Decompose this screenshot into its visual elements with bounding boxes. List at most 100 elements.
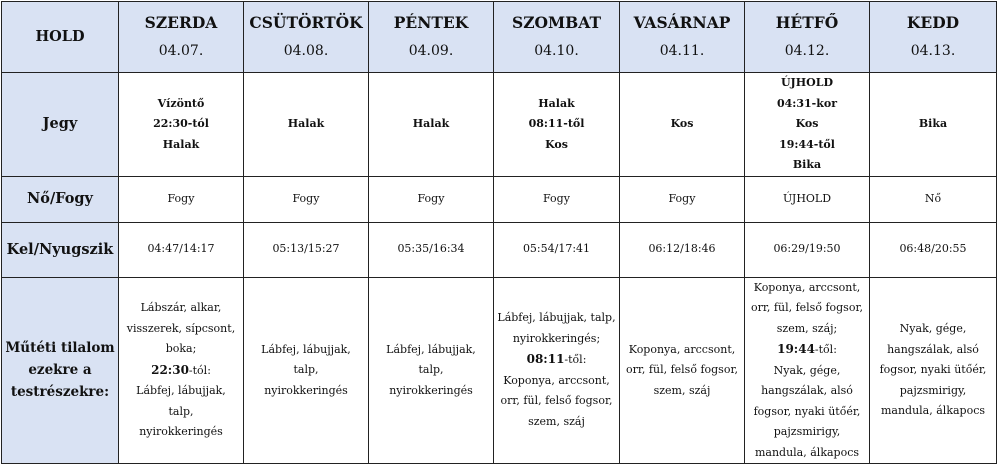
cell-line: mandula, álkapocs bbox=[748, 443, 866, 464]
cell-text: 04:47/14:17 bbox=[147, 242, 215, 256]
table-row: Jegy Vízöntő 22:30-tól Halak Halak Halak Halak… bbox=[1, 72, 997, 177]
cell-text: 05:54/17:41 bbox=[522, 242, 591, 256]
cell-line: Fogy bbox=[247, 189, 365, 210]
cell-text: mandula, álkapocs bbox=[754, 445, 860, 459]
day-name: SZOMBAT bbox=[512, 13, 601, 32]
row-label: Nő/Fogy bbox=[1, 175, 119, 223]
cell-text: ÚJHOLD bbox=[780, 76, 834, 89]
table-cell: Lábfej, lábujjak, talp, nyirokkeringés; 08… bbox=[493, 276, 620, 464]
table-cell: 05:35/16:34 bbox=[368, 221, 494, 278]
table-cell: Fogy bbox=[118, 175, 244, 223]
day-date: 04.10. bbox=[534, 43, 579, 59]
header-row: HOLD SZERDA 04.07. CSÜTÖRTÖK 04.08. PÉNTEK 04… bbox=[1, 1, 997, 73]
table-cell: Fogy bbox=[243, 175, 369, 223]
cell-line: 08:11-től bbox=[497, 114, 616, 135]
cell-text: 22:30 bbox=[151, 362, 189, 377]
cell-text: Lábfej, lábujjak, talp, bbox=[497, 311, 616, 325]
cell-text: Koponya, arccsont, bbox=[628, 342, 736, 356]
cell-text: Bika bbox=[792, 158, 822, 171]
cell-text: 08:11-től bbox=[528, 117, 585, 130]
table-cell: Fogy bbox=[368, 175, 494, 223]
table-cell: 05:13/15:27 bbox=[243, 221, 369, 278]
cell-text: Kos bbox=[545, 137, 568, 151]
cell-line: Lábfej, lábujjak, talp, bbox=[122, 381, 240, 422]
table-cell: Nyak, gége, hangszálak, alsó fogsor, nyaki… bbox=[869, 276, 997, 464]
day-date: 04.13. bbox=[910, 43, 956, 59]
cell-text: 19:44-től bbox=[779, 137, 835, 151]
cell-line: Halak bbox=[122, 135, 240, 156]
cell-line: hangszálak, alsó bbox=[873, 340, 993, 361]
cell-text: orr, fül, felső fogsor, bbox=[625, 363, 738, 376]
cell-line: 05:35/16:34 bbox=[372, 239, 490, 260]
table-cell: ÚJHOLD bbox=[744, 175, 870, 223]
cell-line: boka; bbox=[122, 339, 240, 360]
cell-line: 19:44-től: bbox=[748, 339, 866, 361]
table-cell: 06:48/20:55 bbox=[869, 221, 997, 278]
cell-text: orr, fül, felső fogsor, bbox=[500, 394, 613, 408]
table-cell: Fogy bbox=[493, 175, 620, 223]
table-cell: Koponya, arccsont, orr, fül, felső fogsor… bbox=[744, 276, 870, 464]
cell-line: ÚJHOLD bbox=[748, 73, 866, 94]
cell-text: 05:35/16:34 bbox=[397, 242, 465, 256]
cell-line: Nyak, gége, bbox=[748, 361, 866, 382]
table-row: Kel/Nyugszik 04:47/14:17 05:13/15:27 05:35/… bbox=[1, 221, 997, 278]
cell-text: Fogy bbox=[417, 191, 445, 205]
cell-text: Halak bbox=[162, 137, 200, 151]
cell-text: Vízöntő bbox=[157, 96, 205, 110]
cell-text: 04:31-kor bbox=[777, 96, 837, 110]
day-date: 04.07. bbox=[158, 43, 204, 59]
cell-line: 22:30-tól: bbox=[122, 360, 240, 382]
day-name: SZERDA bbox=[144, 13, 218, 32]
cell-line: Halak bbox=[247, 114, 365, 135]
table-cell: 06:12/18:46 bbox=[619, 221, 745, 278]
cell-text: nyirokkeringés; bbox=[512, 331, 601, 345]
cell-line: 06:12/18:46 bbox=[623, 239, 741, 260]
cell-text: 05:13/15:27 bbox=[272, 242, 340, 256]
cell-line: Lábfej, lábujjak, talp, bbox=[497, 308, 616, 329]
day-header: SZOMBAT 04.10. bbox=[493, 1, 620, 73]
cell-text: visszerek, sípcsont, bbox=[126, 321, 236, 335]
day-header: CSÜTÖRTÖK 04.08. bbox=[243, 1, 369, 73]
cell-line: Fogy bbox=[372, 189, 490, 210]
table-cell: Lábfej, lábujjak, talp, nyirokkeringés bbox=[243, 276, 369, 464]
table-cell: Nő bbox=[869, 175, 997, 223]
day-name: VASÁRNAP bbox=[633, 13, 731, 32]
cell-line: 22:30-tól bbox=[122, 114, 240, 135]
cell-line: 06:48/20:55 bbox=[873, 239, 993, 260]
cell-text: Lábszár, alkar, bbox=[140, 301, 222, 314]
cell-text: 19:44 bbox=[777, 342, 815, 356]
cell-line: Kos bbox=[497, 135, 616, 156]
cell-line: Halak bbox=[497, 94, 616, 115]
cell-text: szem, száj bbox=[528, 414, 585, 428]
cell-text: Bika bbox=[918, 117, 948, 130]
row-label: Jegy bbox=[1, 72, 119, 177]
cell-line: 06:29/19:50 bbox=[748, 239, 866, 260]
cell-line: 19:44-től bbox=[748, 135, 866, 156]
cell-text: 22:30-tól bbox=[153, 117, 209, 130]
cell-line: nyirokkeringés bbox=[122, 422, 240, 443]
cell-line: ÚJHOLD bbox=[748, 189, 866, 210]
day-date: 04.08. bbox=[283, 43, 329, 59]
table-cell: Fogy bbox=[619, 175, 745, 223]
cell-text: fogsor, nyaki ütőér, bbox=[753, 404, 861, 418]
cell-text: Nő bbox=[924, 191, 942, 205]
cell-text: Kos bbox=[795, 117, 819, 130]
cell-line: 04:31-kor bbox=[748, 94, 866, 115]
cell-line: fogsor, nyaki ütőér, bbox=[873, 360, 993, 381]
day-header: HÉTFŐ 04.12. bbox=[744, 1, 870, 73]
cell-line: Bika bbox=[748, 155, 866, 176]
cell-line: Lábszár, alkar, bbox=[122, 298, 240, 319]
table-row: Műtéti tilalom ezekre a testrészekre: Láb… bbox=[1, 276, 997, 464]
cell-line: szem, száj bbox=[623, 381, 741, 402]
day-date: 04.11. bbox=[659, 43, 705, 59]
cell-text: Halak bbox=[412, 117, 450, 130]
cell-text: Fogy bbox=[292, 191, 320, 205]
cell-line: Koponya, arccsont, bbox=[497, 371, 616, 392]
cell-text: Halak bbox=[287, 117, 325, 130]
cell-line: Nyak, gége, bbox=[873, 319, 993, 340]
table-cell: Halak bbox=[368, 72, 494, 177]
row-label: Kel/Nyugszik bbox=[1, 221, 119, 278]
cell-text: 06:12/18:46 bbox=[648, 242, 716, 256]
day-header: VASÁRNAP 04.11. bbox=[619, 1, 745, 73]
cell-line: pajzsmirigy, bbox=[748, 422, 866, 443]
